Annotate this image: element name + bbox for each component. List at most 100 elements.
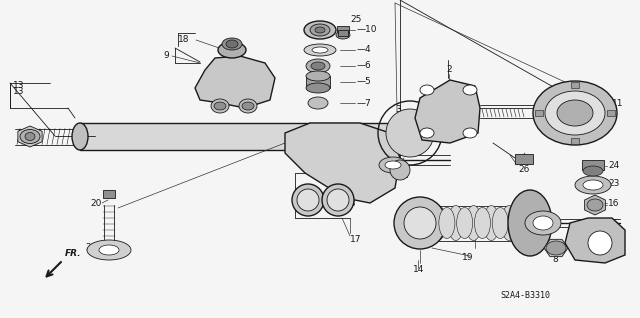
Text: 22: 22 xyxy=(538,209,549,218)
Polygon shape xyxy=(565,218,625,263)
Text: 8: 8 xyxy=(552,255,557,265)
Text: 24: 24 xyxy=(608,162,620,170)
Ellipse shape xyxy=(420,128,434,138)
Ellipse shape xyxy=(222,38,242,50)
Ellipse shape xyxy=(87,240,131,260)
Text: —6: —6 xyxy=(357,61,372,71)
Ellipse shape xyxy=(226,40,238,48)
Text: FR.: FR. xyxy=(65,249,81,258)
Text: 26: 26 xyxy=(518,165,529,175)
Text: 9: 9 xyxy=(163,52,169,60)
Ellipse shape xyxy=(304,21,336,39)
Polygon shape xyxy=(306,76,330,88)
Text: —4: —4 xyxy=(357,45,372,54)
Bar xyxy=(571,82,579,88)
Ellipse shape xyxy=(292,184,324,216)
Ellipse shape xyxy=(297,189,319,211)
Text: 25: 25 xyxy=(350,16,362,24)
Text: 11: 11 xyxy=(612,99,623,107)
Ellipse shape xyxy=(20,129,40,143)
Polygon shape xyxy=(18,126,42,147)
Text: 16: 16 xyxy=(608,198,620,208)
Bar xyxy=(582,160,604,170)
Ellipse shape xyxy=(306,71,330,81)
Ellipse shape xyxy=(242,102,254,110)
Ellipse shape xyxy=(390,160,410,180)
Polygon shape xyxy=(310,130,370,151)
Bar xyxy=(535,110,543,116)
Ellipse shape xyxy=(327,189,349,211)
Text: 3: 3 xyxy=(395,106,401,114)
Ellipse shape xyxy=(239,99,257,113)
Ellipse shape xyxy=(587,199,603,211)
Ellipse shape xyxy=(557,100,593,126)
Ellipse shape xyxy=(304,44,336,56)
Ellipse shape xyxy=(385,161,401,169)
Ellipse shape xyxy=(310,24,330,36)
Bar xyxy=(338,30,348,36)
Text: —10: —10 xyxy=(357,25,378,34)
Bar xyxy=(571,138,579,144)
Ellipse shape xyxy=(545,91,605,135)
Ellipse shape xyxy=(508,190,552,256)
Ellipse shape xyxy=(463,85,477,95)
Ellipse shape xyxy=(474,208,490,238)
Ellipse shape xyxy=(312,47,328,53)
Bar xyxy=(103,190,115,198)
Polygon shape xyxy=(285,123,400,203)
Ellipse shape xyxy=(533,216,553,230)
Ellipse shape xyxy=(583,166,603,176)
Ellipse shape xyxy=(379,157,407,173)
Ellipse shape xyxy=(214,102,226,110)
Ellipse shape xyxy=(492,208,508,238)
Ellipse shape xyxy=(218,42,246,58)
Text: 18: 18 xyxy=(178,36,189,45)
Text: S2A4-B3310: S2A4-B3310 xyxy=(500,291,550,300)
Text: 17: 17 xyxy=(350,236,362,245)
Ellipse shape xyxy=(315,27,325,33)
Ellipse shape xyxy=(311,62,325,70)
Ellipse shape xyxy=(404,207,436,239)
Text: 15: 15 xyxy=(608,218,620,227)
Ellipse shape xyxy=(211,99,229,113)
Text: 13: 13 xyxy=(13,81,24,91)
Text: 23: 23 xyxy=(608,178,620,188)
Bar xyxy=(607,110,615,116)
Polygon shape xyxy=(584,195,605,215)
Text: 2: 2 xyxy=(446,66,452,74)
Ellipse shape xyxy=(463,128,477,138)
Bar xyxy=(337,26,349,34)
Ellipse shape xyxy=(525,211,561,235)
Polygon shape xyxy=(544,239,568,257)
Ellipse shape xyxy=(386,109,434,157)
Text: 13: 13 xyxy=(13,86,24,95)
Ellipse shape xyxy=(501,205,517,240)
Text: 21: 21 xyxy=(85,244,97,252)
Ellipse shape xyxy=(306,83,330,93)
Text: 12: 12 xyxy=(405,149,417,158)
Text: 19: 19 xyxy=(462,253,474,262)
Ellipse shape xyxy=(322,184,354,216)
Ellipse shape xyxy=(430,205,446,240)
Text: 1: 1 xyxy=(403,171,409,181)
Ellipse shape xyxy=(546,241,566,255)
Ellipse shape xyxy=(465,205,481,240)
Ellipse shape xyxy=(306,59,330,73)
Text: 14: 14 xyxy=(413,266,424,274)
Text: 20: 20 xyxy=(90,198,101,208)
Ellipse shape xyxy=(420,85,434,95)
Text: —5: —5 xyxy=(357,78,372,86)
Polygon shape xyxy=(415,80,480,143)
Ellipse shape xyxy=(583,180,603,190)
Ellipse shape xyxy=(575,176,611,194)
Text: —7: —7 xyxy=(357,99,372,107)
Ellipse shape xyxy=(72,123,88,150)
Ellipse shape xyxy=(25,133,35,141)
Ellipse shape xyxy=(308,97,328,109)
Ellipse shape xyxy=(439,208,455,238)
Ellipse shape xyxy=(483,205,499,240)
Ellipse shape xyxy=(533,81,617,145)
Ellipse shape xyxy=(394,197,446,249)
Polygon shape xyxy=(195,56,275,108)
Polygon shape xyxy=(80,123,388,150)
